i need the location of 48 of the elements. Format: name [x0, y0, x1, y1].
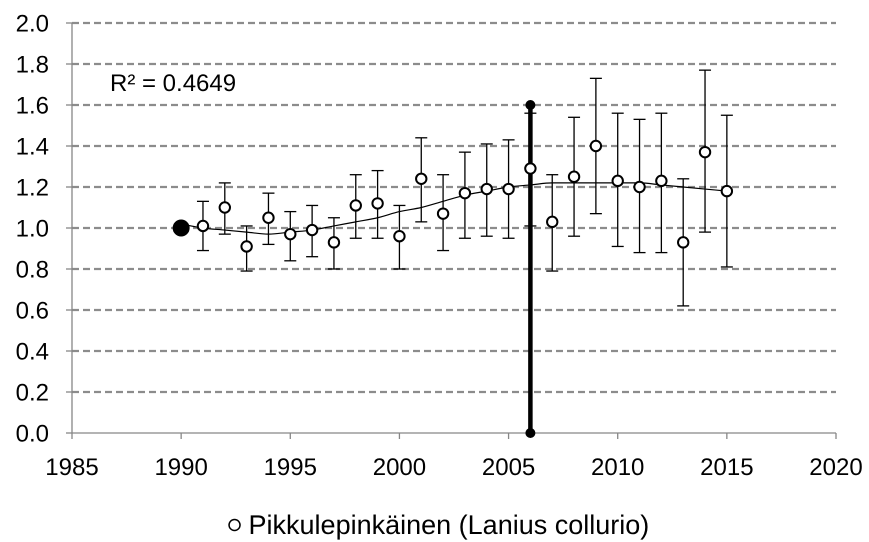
y-tick-label: 1.2 [16, 174, 49, 202]
point [480, 182, 493, 196]
point [590, 140, 602, 152]
y-tick-label: 2.0 [16, 10, 49, 38]
point [218, 201, 231, 214]
point [328, 236, 340, 249]
point [525, 428, 536, 438]
x-tick-label: 2010 [591, 454, 644, 481]
point [240, 240, 253, 253]
y-tick-label: 0.6 [16, 297, 49, 324]
y-tick-label: 1.6 [16, 92, 49, 120]
point [415, 172, 428, 185]
x-tick-label: 2000 [372, 454, 426, 481]
point [633, 180, 646, 194]
x-tick-label: 1990 [154, 454, 208, 481]
point [677, 236, 690, 249]
x-tick-label: 2015 [700, 454, 754, 481]
point [502, 182, 515, 196]
point [371, 197, 384, 210]
annotation: R² = 0.4649 [110, 70, 236, 97]
x-tick-label: 2005 [482, 454, 536, 481]
point [524, 162, 537, 175]
point [393, 230, 406, 242]
point [546, 216, 558, 228]
point [350, 199, 362, 212]
point [436, 207, 450, 220]
x-tick-label: 2020 [809, 454, 863, 481]
x-tick-label: 1995 [264, 454, 317, 481]
point [568, 170, 580, 183]
point [458, 186, 472, 200]
point [612, 174, 624, 188]
point [525, 100, 536, 110]
y-tick-label: 0.0 [16, 420, 49, 448]
y-tick-label: 0.4 [16, 338, 49, 366]
y-tick-label: 1.8 [16, 51, 49, 78]
y-tick-label: 0.8 [16, 256, 49, 284]
legend-label: Pikkulepinkäinen (Lanius collurio) [248, 510, 650, 540]
y-tick-label: 0.2 [16, 379, 49, 406]
point [284, 228, 296, 240]
point [655, 174, 668, 188]
x-tick-label: 1985 [45, 454, 99, 481]
y-tick-label: 1.0 [16, 215, 49, 242]
point [698, 146, 712, 158]
y-tick-label: 1.4 [16, 133, 49, 160]
point [720, 184, 734, 198]
point [306, 224, 318, 236]
point [262, 212, 275, 224]
point [196, 220, 210, 232]
